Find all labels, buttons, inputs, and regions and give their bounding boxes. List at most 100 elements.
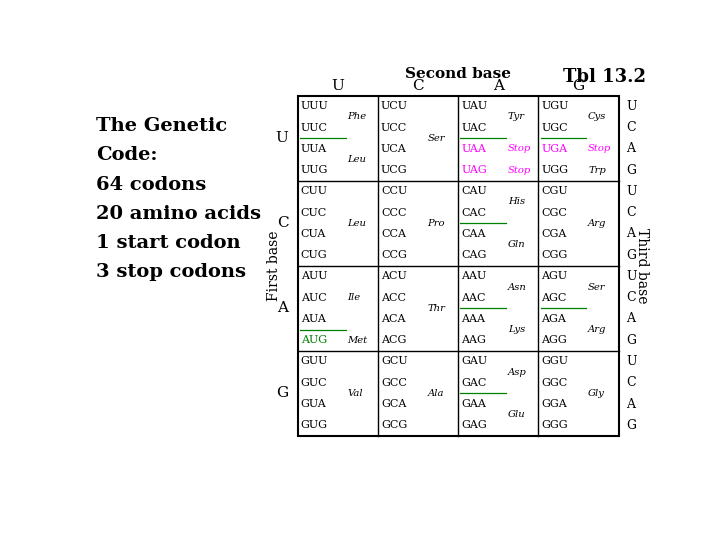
Text: Val: Val <box>348 389 363 398</box>
Text: C: C <box>276 216 289 230</box>
Text: First base: First base <box>267 231 282 301</box>
Text: G: G <box>626 248 636 262</box>
Text: U: U <box>626 270 636 283</box>
Text: G: G <box>276 387 289 400</box>
Text: GAG: GAG <box>462 420 487 430</box>
Text: Ser: Ser <box>588 282 606 292</box>
Text: Met: Met <box>348 336 367 345</box>
Text: The Genetic: The Genetic <box>96 117 228 135</box>
Text: CCA: CCA <box>381 229 406 239</box>
Text: C: C <box>626 121 636 134</box>
Text: UUA: UUA <box>301 144 327 154</box>
Text: G: G <box>626 419 636 432</box>
Text: ACU: ACU <box>381 272 407 281</box>
Text: Thr: Thr <box>428 304 446 313</box>
Text: G: G <box>626 334 636 347</box>
Text: UUC: UUC <box>301 123 328 132</box>
Text: UCG: UCG <box>381 165 408 175</box>
Text: AGC: AGC <box>541 293 567 303</box>
Text: GUG: GUG <box>301 420 328 430</box>
Text: A: A <box>626 313 635 326</box>
Text: GUU: GUU <box>301 356 328 367</box>
Text: CCG: CCG <box>381 250 407 260</box>
Text: C: C <box>626 291 636 304</box>
Text: UGU: UGU <box>541 101 569 111</box>
Text: Third base: Third base <box>635 228 649 303</box>
Text: A: A <box>626 227 635 240</box>
Text: UCU: UCU <box>381 101 408 111</box>
Text: A: A <box>626 397 635 410</box>
Text: CAU: CAU <box>462 186 487 197</box>
Text: CAA: CAA <box>462 229 486 239</box>
Text: ACG: ACG <box>381 335 406 345</box>
Text: Gln: Gln <box>508 240 526 249</box>
Text: A: A <box>492 79 504 93</box>
Text: U: U <box>331 79 344 93</box>
Text: UAC: UAC <box>462 123 487 132</box>
Text: Gly: Gly <box>588 389 605 398</box>
Text: U: U <box>626 100 636 113</box>
Text: Stop: Stop <box>508 144 531 153</box>
Text: U: U <box>626 355 636 368</box>
Text: ACA: ACA <box>381 314 405 324</box>
Text: His: His <box>508 198 525 206</box>
Text: ACC: ACC <box>381 293 406 303</box>
Text: UCA: UCA <box>381 144 407 154</box>
Text: UAG: UAG <box>462 165 487 175</box>
Text: CUA: CUA <box>301 229 326 239</box>
Text: GGA: GGA <box>541 399 567 409</box>
Text: Arg: Arg <box>588 325 606 334</box>
Text: AAU: AAU <box>462 272 487 281</box>
Text: 1 start codon: 1 start codon <box>96 234 240 252</box>
Text: Pro: Pro <box>428 219 445 228</box>
Text: C: C <box>626 206 636 219</box>
Text: Leu: Leu <box>348 219 366 228</box>
Text: AAC: AAC <box>462 293 486 303</box>
Text: GGU: GGU <box>541 356 568 367</box>
Text: C: C <box>626 376 636 389</box>
Text: Ile: Ile <box>348 293 361 302</box>
Text: GGC: GGC <box>541 378 567 388</box>
Text: CAG: CAG <box>462 250 487 260</box>
Text: CUU: CUU <box>301 186 328 197</box>
Text: Asn: Asn <box>508 282 527 292</box>
Text: Code:: Code: <box>96 146 158 164</box>
Text: 20 amino acids: 20 amino acids <box>96 205 261 223</box>
Text: AGG: AGG <box>541 335 567 345</box>
Text: CGC: CGC <box>541 207 567 218</box>
Text: Arg: Arg <box>588 219 606 228</box>
Text: GCA: GCA <box>381 399 406 409</box>
Text: AUU: AUU <box>301 272 328 281</box>
Text: GAU: GAU <box>462 356 487 367</box>
Text: GUA: GUA <box>301 399 327 409</box>
Text: CGG: CGG <box>541 250 567 260</box>
Text: 64 codons: 64 codons <box>96 176 207 194</box>
Text: Tyr: Tyr <box>508 112 525 122</box>
Text: AGA: AGA <box>541 314 567 324</box>
Text: GCG: GCG <box>381 420 408 430</box>
Text: Glu: Glu <box>508 410 526 419</box>
Text: AUC: AUC <box>301 293 327 303</box>
Text: AAG: AAG <box>462 335 486 345</box>
Text: UAU: UAU <box>462 101 487 111</box>
Text: AUG: AUG <box>301 335 327 345</box>
Text: GAC: GAC <box>462 378 487 388</box>
Text: Asp: Asp <box>508 368 526 376</box>
Text: Leu: Leu <box>348 155 366 164</box>
Text: A: A <box>277 301 289 315</box>
Text: Phe: Phe <box>348 112 366 122</box>
Text: AGU: AGU <box>541 272 567 281</box>
Text: GGG: GGG <box>541 420 568 430</box>
Text: GCC: GCC <box>381 378 407 388</box>
Text: CUG: CUG <box>301 250 328 260</box>
Text: UCC: UCC <box>381 123 408 132</box>
Text: UGC: UGC <box>541 123 568 132</box>
Text: C: C <box>413 79 424 93</box>
Text: UGA: UGA <box>541 144 567 154</box>
Text: UUG: UUG <box>301 165 328 175</box>
Text: Second base: Second base <box>405 67 511 81</box>
Text: GUC: GUC <box>301 378 328 388</box>
Text: GCU: GCU <box>381 356 408 367</box>
Text: Stop: Stop <box>588 144 611 153</box>
Text: CGA: CGA <box>541 229 567 239</box>
